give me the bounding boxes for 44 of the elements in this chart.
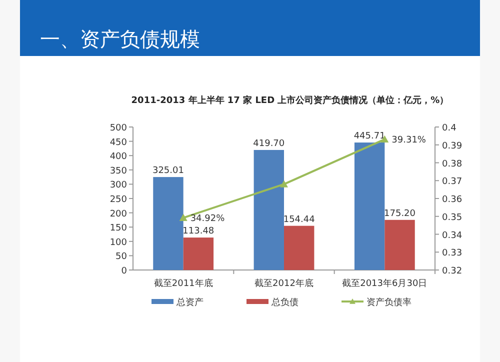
legend-label: 资产负债率 [366,297,412,308]
y-tick-label: 50 [116,252,128,262]
data-label: 325.01 [152,166,184,176]
data-label: 39.31% [392,135,426,146]
y-tick-label: 150 [110,224,128,234]
y-tick-label: 300 [110,180,128,191]
data-label: 113.48 [182,226,214,237]
chart-title: 一、资产负债规模 [40,27,200,51]
y2-tick-label: 0.38 [442,159,462,170]
y-tick-label: 450 [110,138,128,148]
y2-tick-label: 0.35 [442,212,462,223]
bar [354,142,385,270]
legend-label: 总资产 [176,297,204,308]
y-tick-label: 500 [110,124,128,134]
point [179,214,188,222]
y-tick-label: 0 [121,266,128,276]
data-label: 34.92% [190,214,226,224]
data-label: 419.70 [253,138,285,149]
bar [254,150,284,270]
bar [153,177,184,270]
y2-tick-label: 0.37 [442,177,462,188]
x-tick-label: 截至2013年6月30日 [342,278,428,289]
y-tick-label: 350 [110,166,128,176]
chart-subtitle: 2011-2013 年上半年 17 家 LED 上市公司资产负债情况（单位：亿元，%） [131,95,449,106]
data-label: 445.71 [354,132,386,142]
y-tick-label: 400 [110,152,128,162]
x-tick-label: 截至2011年底 [154,278,213,289]
x-tick-label: 截至2012年底 [254,278,314,289]
y-tick-label: 200 [110,209,128,220]
y2-tick-label: 0.34 [442,230,462,241]
data-label: 154.44 [283,214,316,225]
y-tick-label: 250 [110,195,128,205]
point [280,180,288,188]
bar [284,226,314,270]
legend-label: 总负债 [270,297,298,308]
y-tick-label: 100 [110,238,128,248]
y2-tick-label: 0.4 [442,124,457,134]
bar [183,238,214,270]
y2-tick-label: 0.39 [442,141,462,152]
y2-tick-label: 0.32 [442,266,462,276]
y2-tick-label: 0.36 [442,195,462,205]
data-label: 175.20 [384,208,416,219]
bar [384,220,415,270]
y2-tick-label: 0.33 [442,248,462,259]
